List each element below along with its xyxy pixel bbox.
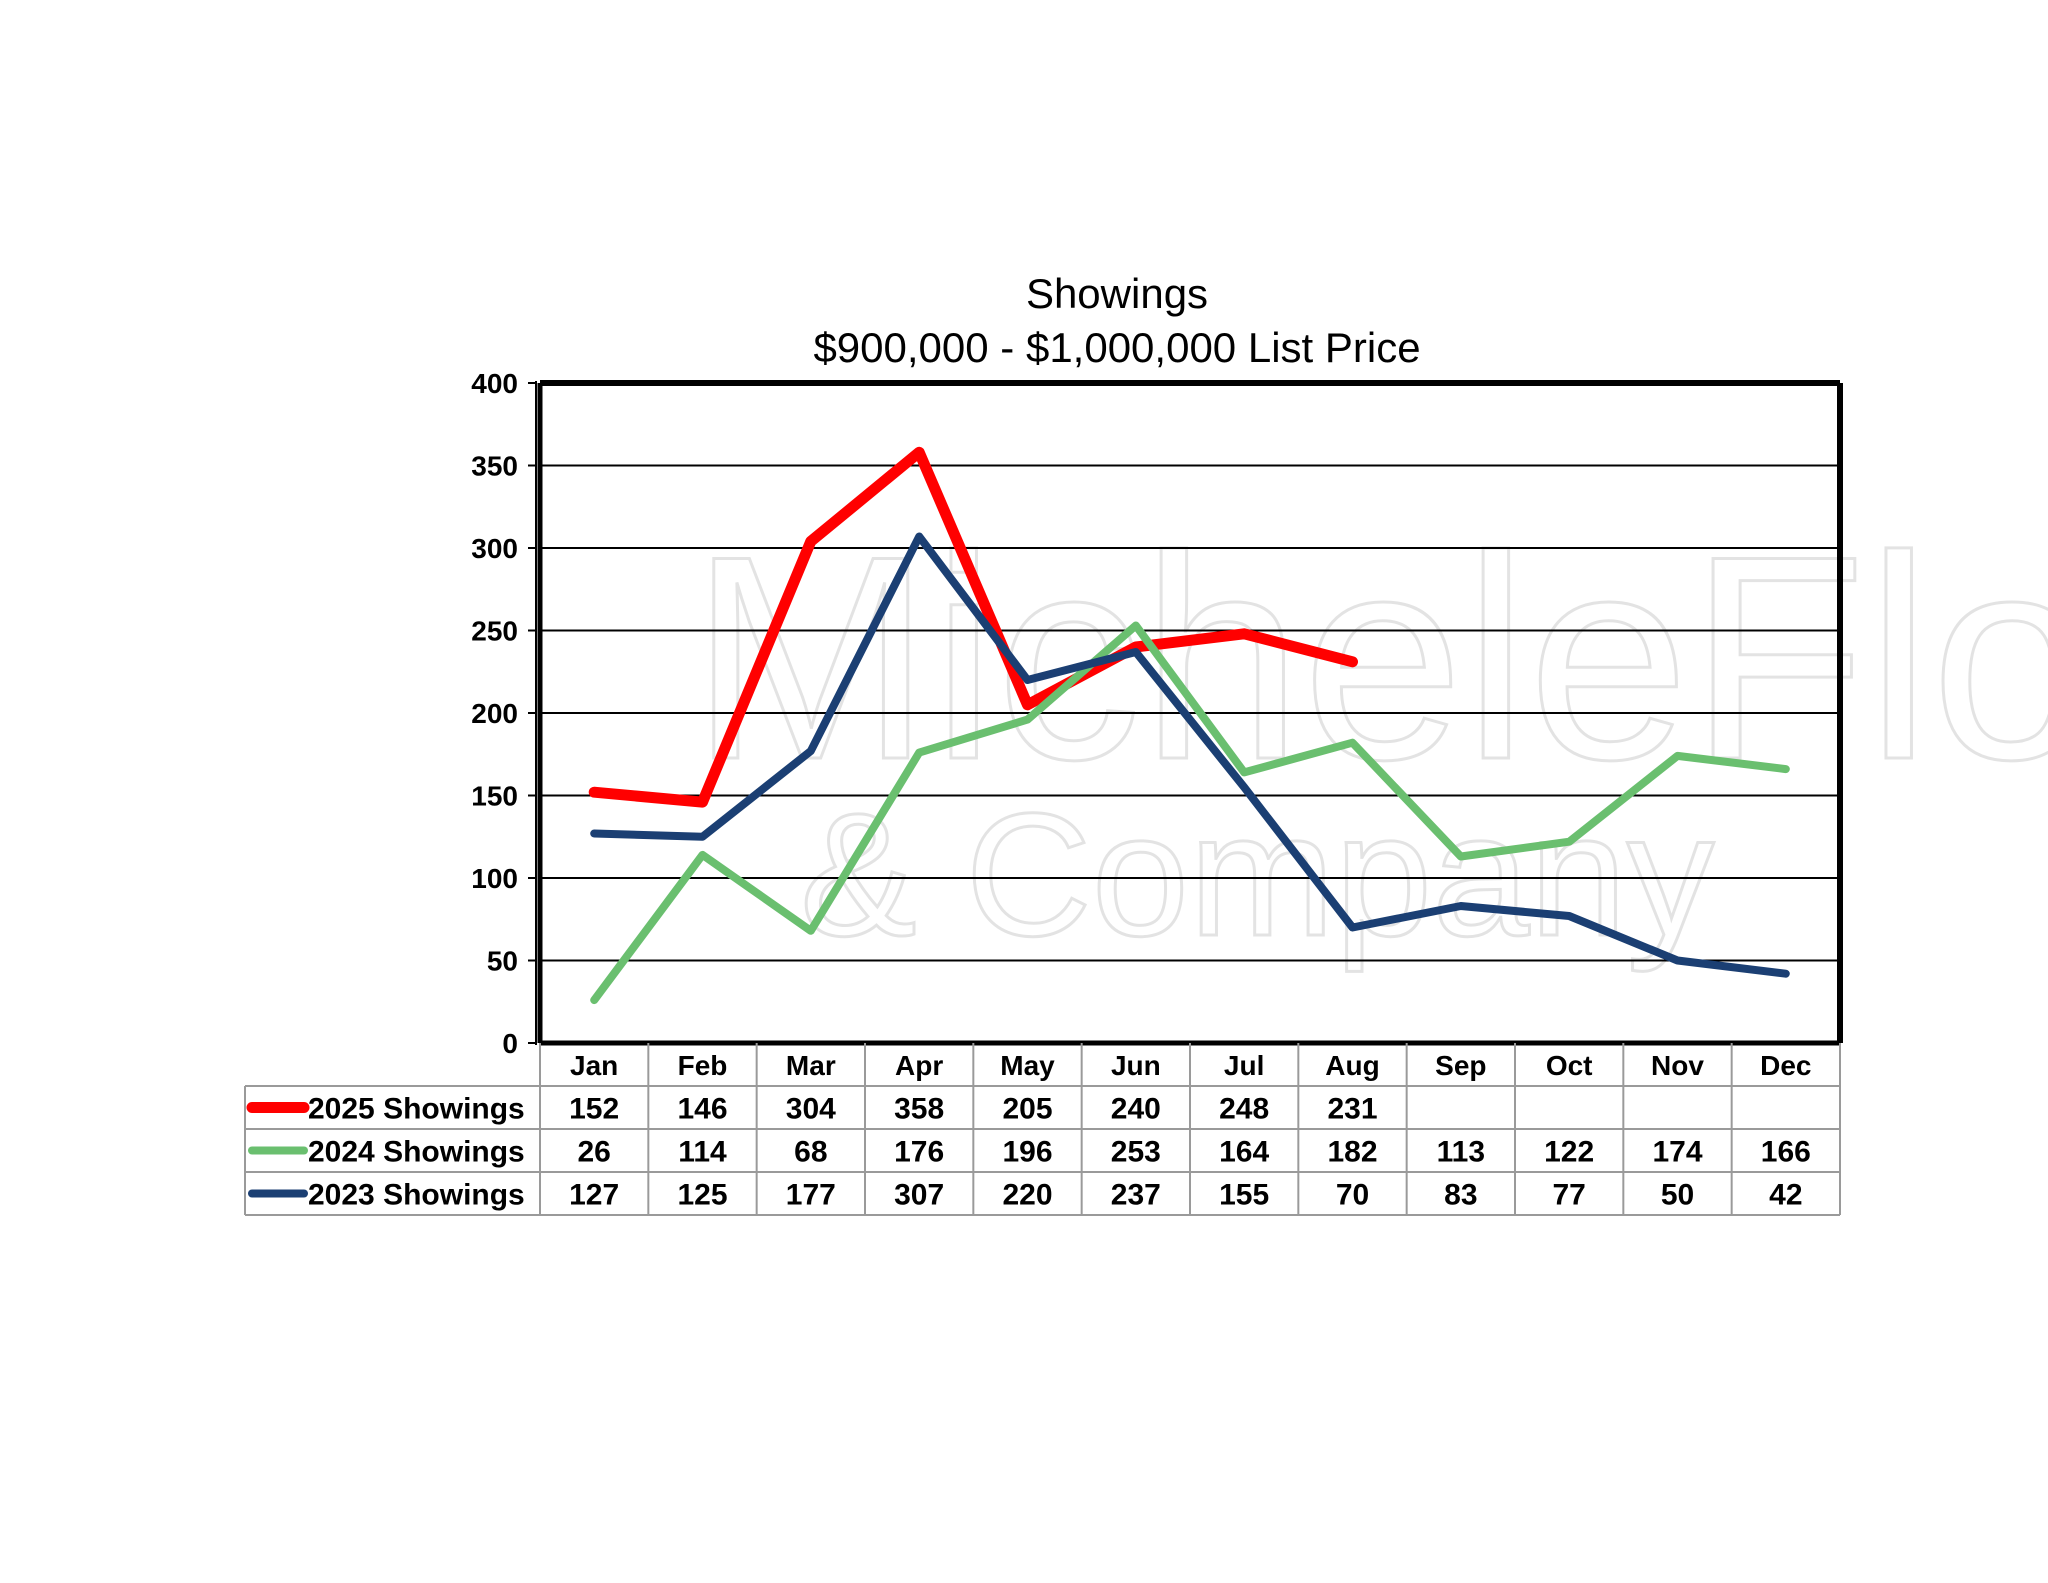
table-cell-2-9: 77	[1552, 1179, 1585, 1212]
table-cell-0-4: 205	[1002, 1093, 1052, 1126]
data-point-0-1	[701, 801, 704, 804]
table-cell-2-6: 155	[1219, 1179, 1269, 1212]
table-cell-1-0: 26	[577, 1136, 610, 1169]
y-tick-label-0: 0	[502, 1028, 518, 1059]
data-point-2-6	[1243, 786, 1246, 789]
data-point-2-0	[593, 832, 596, 835]
data-point-1-11	[1784, 768, 1787, 771]
table-cell-1-8: 113	[1437, 1136, 1485, 1169]
table-cell-1-2: 68	[794, 1136, 827, 1169]
data-point-1-10	[1676, 754, 1679, 757]
y-tick-label-150: 150	[471, 781, 518, 812]
data-point-2-11	[1784, 972, 1787, 975]
table-cell-2-3: 307	[894, 1179, 944, 1212]
table-cell-2-1: 125	[677, 1179, 727, 1212]
series-line-1	[590, 621, 1790, 1005]
data-point-0-6	[1243, 632, 1246, 635]
data-point-2-8	[1459, 905, 1462, 908]
y-tick-label-50: 50	[487, 946, 518, 977]
y-tick-label-100: 100	[471, 863, 518, 894]
table-cell-2-7: 70	[1336, 1179, 1369, 1212]
data-point-1-8	[1459, 855, 1462, 858]
data-point-1-1	[701, 853, 704, 856]
table-cell-0-2: 304	[786, 1093, 836, 1126]
table-cell-0-7: 231	[1327, 1093, 1377, 1126]
legend-label-0: 2025 Showings	[308, 1093, 525, 1126]
y-tick-label-350: 350	[471, 451, 518, 482]
x-tick-label-aug: Aug	[1325, 1050, 1379, 1081]
data-point-2-9	[1568, 914, 1571, 917]
x-tick-label-jan: Jan	[570, 1050, 618, 1081]
data-point-0-4	[1026, 703, 1029, 706]
series-line-2	[590, 532, 1790, 978]
series-line-0	[588, 446, 1358, 808]
data-point-1-7	[1351, 741, 1354, 744]
series-lines	[588, 446, 1790, 1005]
table-cell-1-3: 176	[894, 1136, 944, 1169]
x-tick-label-sep: Sep	[1435, 1050, 1486, 1081]
x-tick-label-jun: Jun	[1111, 1050, 1161, 1081]
x-tick-label-feb: Feb	[678, 1050, 728, 1081]
x-tick-label-nov: Nov	[1651, 1050, 1704, 1081]
table-cell-1-7: 182	[1327, 1136, 1377, 1169]
x-tick-label-apr: Apr	[895, 1050, 943, 1081]
table-cell-1-6: 164	[1219, 1136, 1269, 1169]
data-point-1-9	[1568, 840, 1571, 843]
legend-label-1: 2024 Showings	[308, 1136, 525, 1169]
y-axis: 0 50 100 150 200 250 300 350 400	[471, 368, 537, 1059]
table-cell-0-5: 240	[1111, 1093, 1161, 1126]
y-tick-label-400: 400	[471, 368, 518, 399]
y-tick-label-200: 200	[471, 698, 518, 729]
table-cell-0-3: 358	[894, 1093, 944, 1126]
data-point-0-7	[1351, 660, 1354, 663]
data-point-1-5	[1134, 624, 1137, 627]
table-cell-1-1: 114	[678, 1136, 727, 1169]
table-cell-0-0: 152	[569, 1093, 619, 1126]
y-tick-label-300: 300	[471, 533, 518, 564]
data-point-0-3	[918, 451, 921, 454]
data-point-0-2	[809, 540, 812, 543]
table-cell-0-1: 146	[677, 1093, 727, 1126]
watermark-line-1: MicheleFlory	[690, 496, 2048, 821]
data-point-1-3	[918, 751, 921, 754]
table-cell-1-5: 253	[1111, 1136, 1161, 1169]
data-point-1-6	[1243, 771, 1246, 774]
table-cell-1-9: 122	[1544, 1136, 1594, 1169]
x-tick-label-mar: Mar	[786, 1050, 836, 1081]
watermark-logo: MicheleFlory & Company	[689, 495, 2048, 975]
data-point-2-5	[1134, 650, 1137, 653]
data-table: Jan Feb Mar Apr May Jun Jul Aug Sep Oct Nov Dec 2025…	[244, 1043, 1841, 1216]
x-tick-label-dec: Dec	[1760, 1050, 1811, 1081]
data-point-0-5	[1134, 646, 1137, 648]
y-tick-label-250: 250	[471, 616, 518, 647]
data-point-1-4	[1026, 718, 1029, 721]
data-point-2-10	[1676, 959, 1679, 962]
table-cell-1-4: 196	[1002, 1136, 1052, 1169]
x-tick-label-may: May	[1000, 1050, 1055, 1081]
data-point-0-0	[593, 791, 596, 794]
x-tick-label-jul: Jul	[1224, 1050, 1264, 1081]
table-cell-2-5: 237	[1111, 1179, 1161, 1212]
table-cell-2-8: 83	[1444, 1179, 1477, 1212]
chart-subtitle: $900,000 - $1,000,000 List Price	[813, 324, 1420, 371]
data-point-2-7	[1351, 926, 1354, 929]
data-point-2-4	[1026, 679, 1029, 681]
table-cell-1-10: 174	[1652, 1136, 1702, 1169]
table-cell-2-11: 42	[1769, 1179, 1802, 1212]
table-cell-2-2: 177	[786, 1179, 836, 1212]
data-point-2-1	[701, 835, 704, 838]
chart-title: Showings	[1026, 270, 1208, 317]
table-cell-1-11: 166	[1761, 1136, 1811, 1169]
data-point-2-2	[809, 749, 812, 752]
data-point-1-0	[593, 999, 596, 1002]
table-cell-2-10: 50	[1661, 1179, 1694, 1212]
table-cell-2-4: 220	[1002, 1179, 1052, 1212]
table-cell-0-6: 248	[1219, 1093, 1269, 1126]
data-point-2-3	[918, 535, 921, 538]
legend-label-2: 2023 Showings	[308, 1179, 525, 1212]
table-cell-2-0: 127	[569, 1179, 619, 1212]
x-tick-label-oct: Oct	[1546, 1050, 1593, 1081]
data-point-1-2	[809, 929, 812, 932]
